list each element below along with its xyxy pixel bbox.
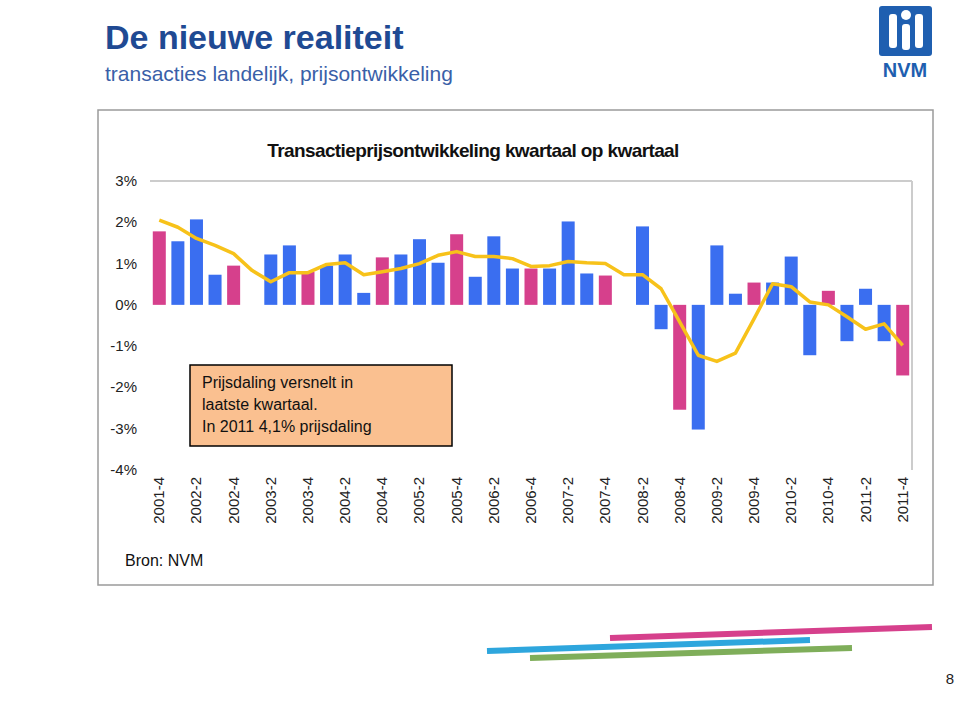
bar [357,293,370,305]
chart-title: Transactieprijsontwikkeling kwartaal op … [267,140,679,161]
x-tick-label: 2010-2 [782,477,799,524]
y-tick [146,428,150,429]
bar [840,305,853,341]
bar [153,231,166,304]
bar [710,245,723,304]
plot-frame [911,181,913,470]
bar [469,277,482,305]
bar [803,305,816,355]
bar [394,254,407,304]
logo-mark [915,14,923,48]
x-tick-label: 2011-4 [894,477,911,523]
x-tick-label: 2005-4 [448,477,465,524]
bar [524,269,537,305]
slide-title: De nieuwe realiteit [105,18,404,56]
annotation-text: In 2011 4,1% prijsdaling [202,418,372,435]
bar [432,263,445,305]
x-tick-label: 2008-2 [634,477,651,524]
bar [246,304,259,305]
logo-mark [879,6,932,56]
y-tick-label: -2% [110,378,137,395]
y-tick [146,346,150,347]
chart-frame [98,110,933,585]
plot-frame [150,180,912,182]
bar [227,266,240,305]
bar [190,219,203,304]
slide: De nieuwe realiteit transacties landelijk… [0,0,960,704]
y-tick-label: -1% [110,337,137,354]
y-tick-label: 3% [115,172,137,189]
bar [320,266,333,305]
bar [171,241,184,305]
decoration [530,648,852,658]
y-tick-label: 1% [115,255,137,272]
bar [506,269,519,305]
x-tick-label: 2006-4 [522,477,539,524]
x-tick-label: 2006-2 [485,477,502,524]
bar [655,305,668,329]
x-tick-label: 2003-2 [262,477,279,524]
bar [450,234,463,305]
annotation: Prijsdaling versnelt in laatste kwartaal.… [190,365,452,446]
x-tick-label: 2004-2 [336,477,353,524]
bar [543,269,556,305]
annotation-box [190,365,452,446]
y-tick-label: -3% [110,420,137,437]
x-tick-label: 2002-4 [225,477,242,524]
logo-text: NVM [883,59,927,81]
y-tick [146,181,150,182]
logo-mark [901,10,911,20]
annotation-text: laatste kwartaal. [202,396,318,413]
bar [209,275,222,305]
slide-subtitle: transacties landelijk, prijsontwikkeling [105,62,453,85]
x-tick-label: 2002-2 [187,477,204,524]
bar [599,276,612,305]
x-tick-label: 2005-2 [410,477,427,524]
x-tick-label: 2009-4 [745,477,762,524]
x-tick-label: 2007-4 [596,477,613,524]
bar [580,273,593,304]
logo-mark [902,24,910,50]
annotation-text: Prijsdaling versnelt in [202,374,353,391]
source: Bron: NVM [125,552,203,569]
logo: NVM [879,6,932,81]
x-tick-label: 2003-4 [299,477,316,524]
x-tick-label: 2009-2 [708,477,725,524]
bar [859,289,872,305]
x-tick-label: 2008-4 [671,477,688,524]
bar [376,257,389,304]
plot-area [153,219,909,429]
y-tick [146,387,150,388]
y-tick [146,222,150,223]
x-tick-label: 2007-2 [559,477,576,524]
bar [748,283,761,305]
bar [413,239,426,305]
bar [487,236,500,305]
page-number: 8 [946,670,954,687]
decoration [610,627,932,638]
y-tick-label: 2% [115,213,137,230]
y-tick [146,304,150,305]
x-tick-label: 2004-4 [373,477,390,524]
x-tick-label: 2001-4 [150,477,167,524]
bar [692,305,705,430]
x-tick-label: 2011-2 [857,477,874,523]
y-tick [146,263,150,264]
y-tick-label: -4% [110,461,137,478]
trend-line [159,220,902,361]
y-tick [146,470,150,471]
bar [617,304,630,305]
x-tick-label: 2010-4 [819,477,836,524]
bar [785,257,798,305]
bar [729,294,742,305]
logo-mark [889,14,897,48]
y-tick-label: 0% [115,296,137,313]
bar [636,226,649,304]
bar [301,272,314,305]
